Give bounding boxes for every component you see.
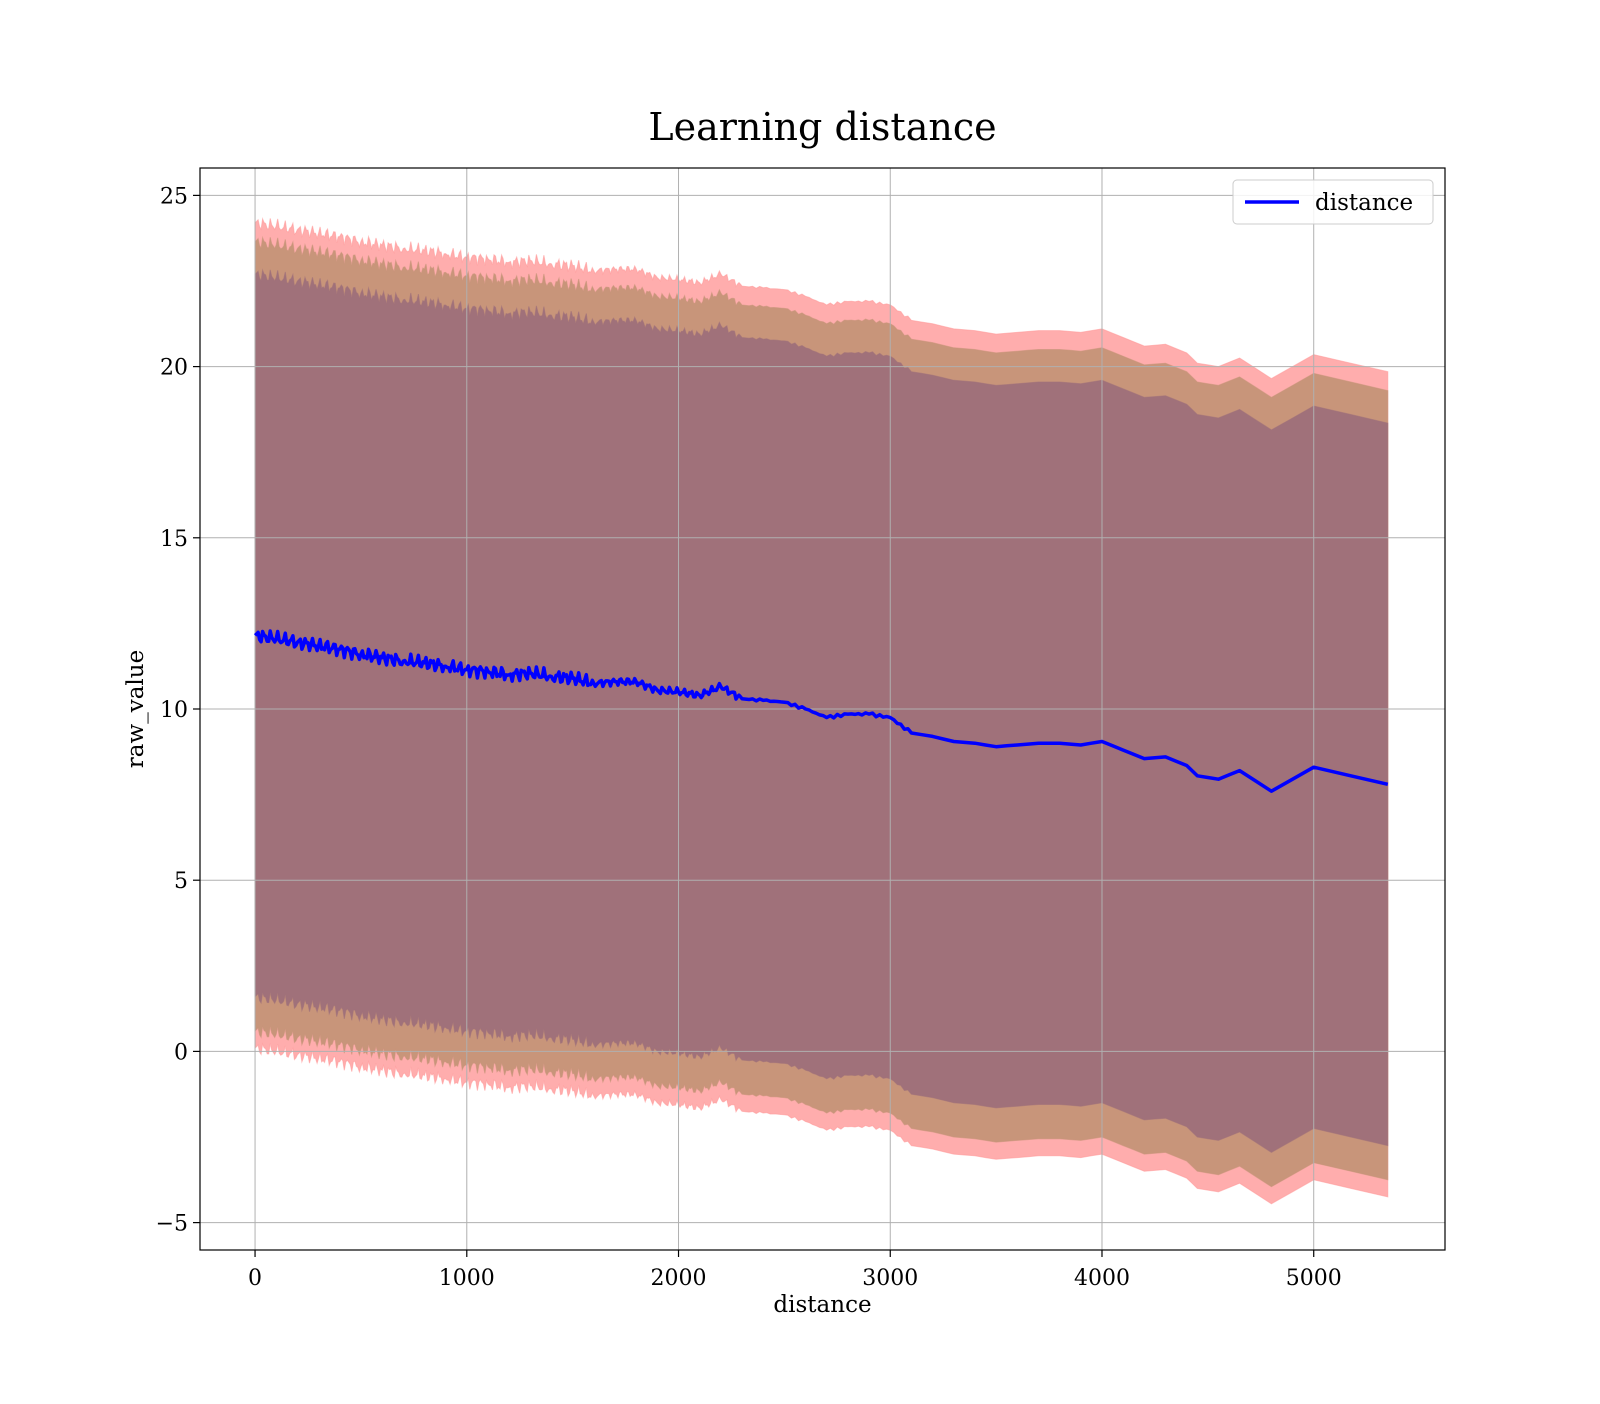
y-tick-label-25: 25 bbox=[160, 184, 188, 209]
legend-entry-distance: distance bbox=[1315, 190, 1413, 216]
ticks-layer: 0 1000 2000 3000 4000 5000 −5 0 5 10 15 20 25 bbox=[156, 184, 1342, 1291]
x-tick-label-0: 0 bbox=[248, 1266, 262, 1291]
x-tick-label-2000: 2000 bbox=[651, 1266, 707, 1291]
x-tick-label-1000: 1000 bbox=[439, 1266, 495, 1291]
y-tick-label-0: 0 bbox=[174, 1040, 188, 1065]
line-layer bbox=[253, 629, 1389, 793]
chart-title: Learning distance bbox=[648, 105, 996, 149]
y-axis-label: raw_value bbox=[123, 650, 149, 768]
y-tick-label-10: 10 bbox=[160, 698, 188, 723]
y-tick-label--5: −5 bbox=[156, 1212, 188, 1237]
x-tick-label-5000: 5000 bbox=[1286, 1266, 1342, 1291]
x-axis-label: distance bbox=[773, 1292, 871, 1318]
legend: distance bbox=[1232, 179, 1434, 225]
x-tick-label-4000: 4000 bbox=[1074, 1266, 1130, 1291]
y-tick-label-20: 20 bbox=[160, 356, 188, 381]
legend-box bbox=[1232, 179, 1434, 225]
grid-layer bbox=[200, 168, 1445, 1250]
series-line-distance bbox=[253, 629, 1389, 793]
x-tick-label-3000: 3000 bbox=[862, 1266, 918, 1291]
band-inner bbox=[254, 268, 1389, 1153]
y-tick-label-15: 15 bbox=[160, 527, 188, 552]
bands-layer bbox=[254, 217, 1389, 1205]
y-tick-label-5: 5 bbox=[174, 869, 188, 894]
